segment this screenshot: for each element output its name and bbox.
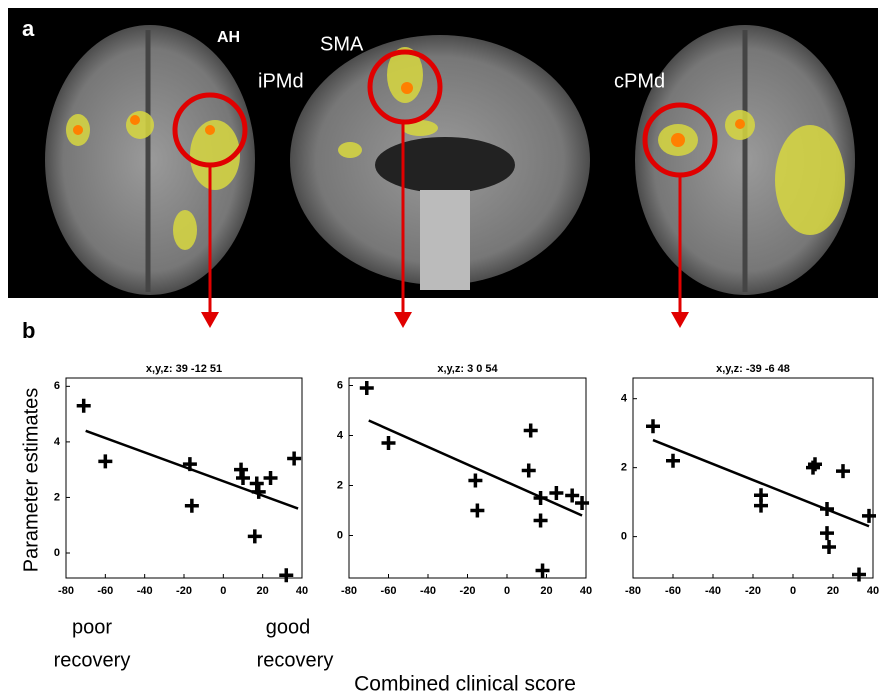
x-annotation: recovery bbox=[54, 649, 131, 671]
point bbox=[234, 462, 249, 477]
activations bbox=[66, 47, 845, 250]
x-tick-label: -40 bbox=[137, 585, 153, 597]
point bbox=[535, 563, 550, 578]
x-annotation: good bbox=[266, 616, 311, 638]
image-label: iPMd bbox=[258, 70, 304, 92]
x-tick-label: -40 bbox=[420, 585, 436, 597]
point bbox=[754, 498, 768, 513]
plot-frame bbox=[348, 377, 587, 579]
y-tick-label: 2 bbox=[621, 462, 627, 474]
image-label: AH bbox=[217, 29, 240, 46]
x-tick-label: 40 bbox=[296, 585, 308, 597]
point bbox=[279, 568, 294, 583]
y-axis-label: Parameter estimates bbox=[20, 388, 42, 573]
point bbox=[820, 526, 834, 541]
x-tick-label: 20 bbox=[540, 585, 552, 597]
x-tick-label: 0 bbox=[220, 585, 226, 597]
x-tick-label: 0 bbox=[790, 585, 796, 597]
point bbox=[182, 457, 197, 472]
point bbox=[549, 486, 564, 500]
point bbox=[575, 496, 590, 510]
x-tick-label: -60 bbox=[97, 585, 113, 597]
plot-frame bbox=[632, 377, 874, 579]
point bbox=[381, 436, 396, 450]
point bbox=[521, 463, 536, 478]
point bbox=[666, 453, 680, 468]
x-tick-label: 40 bbox=[867, 585, 879, 597]
point bbox=[470, 503, 485, 518]
y-tick-label: 2 bbox=[54, 491, 60, 503]
x-tick-label: -60 bbox=[381, 585, 397, 597]
point bbox=[249, 476, 264, 491]
x-tick-label: -80 bbox=[58, 585, 74, 597]
plot-title: x,y,z: 3 0 54 bbox=[437, 363, 498, 375]
y-tick-label: 6 bbox=[54, 380, 60, 392]
point bbox=[565, 488, 580, 503]
point bbox=[251, 484, 266, 499]
x-tick-label: -80 bbox=[625, 585, 641, 597]
image-label: SMA bbox=[320, 33, 364, 55]
x-tick-label: -20 bbox=[745, 585, 761, 597]
ventricle bbox=[375, 137, 515, 193]
peaks bbox=[73, 82, 745, 147]
arrow-heads bbox=[201, 312, 689, 328]
point bbox=[533, 513, 548, 528]
point bbox=[263, 471, 278, 485]
x-axis-label: Combined clinical score bbox=[354, 673, 576, 696]
point bbox=[808, 457, 822, 472]
point bbox=[359, 381, 374, 395]
image-label: cPMd bbox=[614, 70, 665, 92]
y-tick-label: 4 bbox=[54, 436, 61, 448]
point bbox=[836, 464, 850, 479]
plot-title: x,y,z: 39 -12 51 bbox=[146, 363, 222, 375]
plot-title: x,y,z: -39 -6 48 bbox=[716, 363, 790, 375]
x-tick-label: -20 bbox=[460, 585, 476, 597]
y-tick-label: 4 bbox=[337, 429, 344, 441]
y-tick-label: 2 bbox=[337, 479, 343, 491]
x-annotation: recovery bbox=[257, 649, 334, 671]
x-tick-label: 40 bbox=[580, 585, 592, 597]
point bbox=[98, 454, 113, 469]
x-tick-label: -40 bbox=[705, 585, 721, 597]
panel-label: a bbox=[22, 16, 35, 41]
point bbox=[646, 419, 660, 434]
point bbox=[247, 529, 262, 544]
point bbox=[468, 473, 483, 488]
point bbox=[852, 567, 866, 582]
y-tick-label: 0 bbox=[337, 529, 343, 541]
x-tick-label: -80 bbox=[341, 585, 357, 597]
point bbox=[533, 491, 548, 505]
roi-arrows bbox=[208, 122, 682, 315]
brain-images: a AH SMA iPMd cPMd bbox=[8, 8, 878, 328]
y-tick-label: 0 bbox=[54, 547, 60, 559]
point bbox=[822, 539, 836, 554]
point bbox=[184, 498, 199, 513]
x-tick-label: 0 bbox=[504, 585, 510, 597]
point bbox=[76, 398, 91, 413]
x-annotation: poor bbox=[72, 616, 112, 638]
x-tick-label: 20 bbox=[257, 585, 269, 597]
y-tick-label: 4 bbox=[621, 393, 628, 405]
point bbox=[287, 451, 302, 466]
fit-line bbox=[368, 419, 583, 517]
x-tick-label: 20 bbox=[827, 585, 839, 597]
y-tick-label: 6 bbox=[337, 379, 343, 391]
point bbox=[523, 423, 538, 438]
fit-line bbox=[652, 438, 870, 528]
point bbox=[862, 508, 876, 523]
y-tick-label: 0 bbox=[621, 531, 627, 543]
fit-line bbox=[85, 429, 299, 510]
point bbox=[820, 502, 834, 517]
x-tick-label: -60 bbox=[665, 585, 681, 597]
point bbox=[236, 471, 250, 485]
panel-label: b bbox=[22, 318, 35, 343]
brainstem bbox=[420, 190, 470, 290]
x-tick-label: -20 bbox=[176, 585, 192, 597]
